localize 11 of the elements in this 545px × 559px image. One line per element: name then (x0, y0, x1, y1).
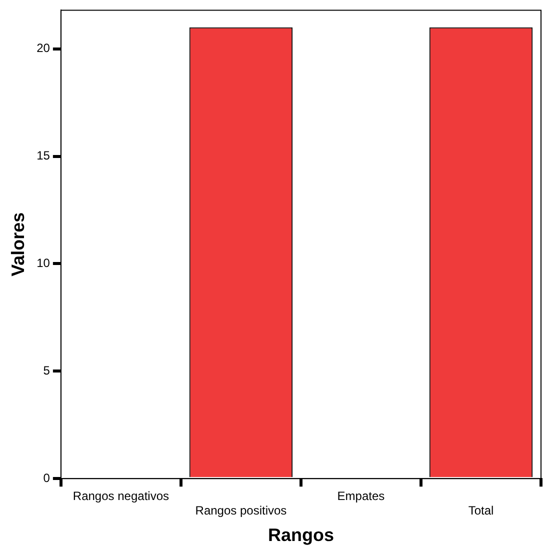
y-axis-title: Valores (8, 212, 28, 276)
x-tick-label: Rangos negativos (72, 489, 169, 504)
x-tick-label: Rangos positivos (195, 504, 287, 518)
y-tick-label: 0 (43, 470, 50, 485)
x-tick-label: Empates (337, 489, 385, 504)
x-tick-label: Total (468, 504, 494, 518)
y-tick-label: 5 (43, 363, 50, 378)
x-axis-title: Rangos (268, 525, 334, 546)
y-tick-label: 15 (36, 148, 50, 163)
y-tick-label: 20 (36, 41, 50, 56)
y-tick-label: 10 (36, 256, 50, 270)
